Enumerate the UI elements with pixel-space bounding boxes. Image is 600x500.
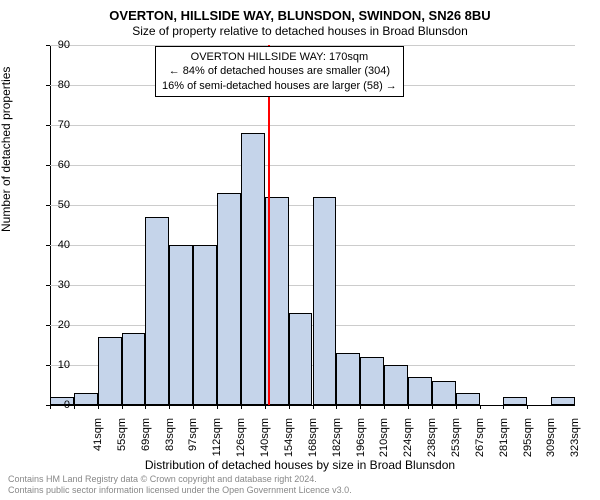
annotation-box: OVERTON HILLSIDE WAY: 170sqm← 84% of det… bbox=[155, 46, 404, 97]
y-tick-mark bbox=[46, 325, 50, 326]
chart-title-main: OVERTON, HILLSIDE WAY, BLUNSDON, SWINDON… bbox=[0, 8, 600, 23]
x-tick-mark bbox=[241, 405, 242, 409]
x-tick-mark bbox=[193, 405, 194, 409]
histogram-bar bbox=[313, 197, 337, 405]
footer-line-1: Contains HM Land Registry data © Crown c… bbox=[8, 474, 352, 485]
x-tick-mark bbox=[527, 405, 528, 409]
histogram-bar bbox=[503, 397, 527, 405]
histogram-bar bbox=[193, 245, 217, 405]
x-tick-label: 267sqm bbox=[474, 418, 486, 468]
x-tick-label: 323sqm bbox=[569, 418, 581, 468]
x-tick-mark bbox=[432, 405, 433, 409]
histogram-bar bbox=[241, 133, 265, 405]
chart-container: OVERTON, HILLSIDE WAY, BLUNSDON, SWINDON… bbox=[0, 0, 600, 500]
y-tick-mark bbox=[46, 165, 50, 166]
x-tick-label: 224sqm bbox=[402, 418, 414, 468]
x-tick-label: 238sqm bbox=[426, 418, 438, 468]
x-tick-label: 210sqm bbox=[378, 418, 390, 468]
x-tick-label: 309sqm bbox=[545, 418, 557, 468]
x-tick-label: 83sqm bbox=[164, 418, 176, 468]
x-tick-mark bbox=[265, 405, 266, 409]
y-tick-label: 10 bbox=[30, 359, 70, 371]
y-tick-label: 70 bbox=[30, 119, 70, 131]
histogram-bar bbox=[456, 393, 480, 405]
x-tick-mark bbox=[503, 405, 504, 409]
x-tick-mark bbox=[360, 405, 361, 409]
x-tick-mark bbox=[217, 405, 218, 409]
x-tick-label: 69sqm bbox=[140, 418, 152, 468]
x-tick-mark bbox=[480, 405, 481, 409]
histogram-bar bbox=[217, 193, 241, 405]
x-tick-label: 41sqm bbox=[92, 418, 104, 468]
x-tick-label: 154sqm bbox=[283, 418, 295, 468]
x-tick-label: 140sqm bbox=[259, 418, 271, 468]
footer-attribution: Contains HM Land Registry data © Crown c… bbox=[8, 474, 352, 496]
x-tick-label: 97sqm bbox=[187, 418, 199, 468]
x-tick-label: 253sqm bbox=[450, 418, 462, 468]
histogram-bar bbox=[145, 217, 169, 405]
x-tick-label: 182sqm bbox=[331, 418, 343, 468]
histogram-bar bbox=[551, 397, 575, 405]
y-tick-label: 30 bbox=[30, 279, 70, 291]
annotation-line: 16% of semi-detached houses are larger (… bbox=[162, 79, 397, 93]
x-axis-label: Distribution of detached houses by size … bbox=[0, 458, 600, 472]
x-tick-label: 112sqm bbox=[211, 418, 223, 468]
x-tick-mark bbox=[456, 405, 457, 409]
x-tick-label: 281sqm bbox=[498, 418, 510, 468]
y-tick-label: 20 bbox=[30, 319, 70, 331]
annotation-line: ← 84% of detached houses are smaller (30… bbox=[162, 64, 397, 78]
histogram-bar bbox=[384, 365, 408, 405]
y-tick-mark bbox=[46, 365, 50, 366]
histogram-bar bbox=[98, 337, 122, 405]
chart-title-sub: Size of property relative to detached ho… bbox=[0, 24, 600, 38]
y-tick-label: 60 bbox=[30, 159, 70, 171]
x-tick-mark bbox=[408, 405, 409, 409]
y-tick-label: 80 bbox=[30, 79, 70, 91]
y-tick-label: 40 bbox=[30, 239, 70, 251]
histogram-bar bbox=[360, 357, 384, 405]
x-tick-mark bbox=[336, 405, 337, 409]
y-tick-mark bbox=[46, 85, 50, 86]
x-tick-mark bbox=[74, 405, 75, 409]
x-tick-label: 55sqm bbox=[116, 418, 128, 468]
footer-line-2: Contains public sector information licen… bbox=[8, 485, 352, 496]
x-tick-label: 295sqm bbox=[522, 418, 534, 468]
histogram-bar bbox=[336, 353, 360, 405]
y-tick-mark bbox=[46, 285, 50, 286]
y-tick-label: 50 bbox=[30, 199, 70, 211]
x-tick-mark bbox=[169, 405, 170, 409]
x-tick-mark bbox=[289, 405, 290, 409]
reference-line bbox=[268, 45, 270, 405]
histogram-bar bbox=[432, 381, 456, 405]
y-tick-mark bbox=[46, 245, 50, 246]
x-tick-mark bbox=[145, 405, 146, 409]
y-tick-mark bbox=[46, 125, 50, 126]
y-tick-mark bbox=[46, 205, 50, 206]
histogram-bar bbox=[169, 245, 193, 405]
x-tick-mark bbox=[98, 405, 99, 409]
plot-area bbox=[50, 45, 575, 405]
grid-line bbox=[50, 165, 575, 166]
x-tick-mark bbox=[313, 405, 314, 409]
histogram-bar bbox=[74, 393, 98, 405]
x-tick-mark bbox=[384, 405, 385, 409]
annotation-line: OVERTON HILLSIDE WAY: 170sqm bbox=[162, 50, 397, 64]
y-tick-mark bbox=[46, 45, 50, 46]
histogram-bar bbox=[122, 333, 146, 405]
y-axis-label: Number of detached properties bbox=[0, 67, 13, 232]
x-tick-label: 168sqm bbox=[307, 418, 319, 468]
histogram-bar bbox=[408, 377, 432, 405]
grid-line bbox=[50, 125, 575, 126]
x-tick-mark bbox=[122, 405, 123, 409]
histogram-bar bbox=[289, 313, 313, 405]
x-tick-label: 126sqm bbox=[235, 418, 247, 468]
y-tick-label: 90 bbox=[30, 39, 70, 51]
x-tick-label: 196sqm bbox=[355, 418, 367, 468]
x-tick-mark bbox=[50, 405, 51, 409]
